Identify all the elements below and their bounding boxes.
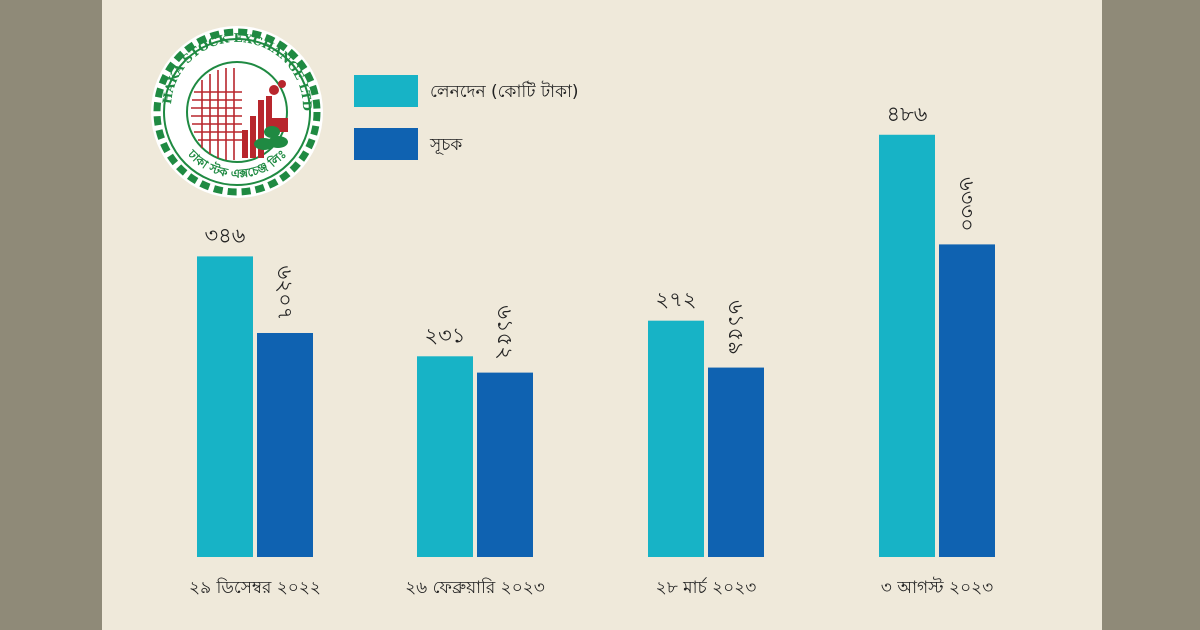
x-axis-labels: ২৯ ডিসেম্বর ২০২২ ২৬ ফেব্রুয়ারি ২০২৩ ২৮ মা…	[189, 577, 993, 598]
legend-label-turnover: লেনদেন (কোটি টাকা)	[430, 81, 579, 102]
bars	[197, 134, 995, 558]
bar-index	[257, 332, 313, 557]
bar-label-index: ৬১৫৯	[724, 300, 748, 355]
bar-index	[939, 244, 995, 557]
bar-index	[477, 372, 533, 557]
bar-label-index: ৬১৫২	[493, 305, 517, 360]
bar-turnover	[417, 356, 473, 557]
bar-turnover	[879, 134, 935, 558]
bar-label-index: ৬৩৩০	[955, 177, 979, 232]
dse-logo: DHAKA STOCK EXCHANGE LTD. ঢাকা স্টক এক্স…	[102, 0, 323, 198]
bar-turnover	[197, 256, 253, 557]
legend-label-index: সূচক	[429, 135, 463, 155]
x-axis-label: ২৮ মার্চ ২০২৩	[656, 577, 757, 598]
bar-labels: ৩৪৬ ৬২০৭ ২৩১ ৬১৫২ ২৭২ ৬১৫৯ ৪৮৬ ৬৩৩০	[205, 102, 979, 360]
bar-label-index: ৬২০৭	[273, 266, 297, 321]
bar-label-turnover: ২৩১	[425, 323, 466, 347]
bar-label-turnover: ৪৮৬	[887, 102, 928, 126]
x-axis-label: ২৬ ফেব্রুয়ারি ২০২৩	[405, 577, 545, 598]
logo-rising-bars	[242, 100, 264, 158]
legend-swatch-index	[354, 128, 418, 160]
bar-label-turnover: ২৭২	[656, 288, 697, 312]
chart-panel: DHAKA STOCK EXCHANGE LTD. ঢাকা স্টক এক্স…	[102, 0, 1102, 630]
x-axis-label: ২৯ ডিসেম্বর ২০২২	[189, 577, 321, 598]
bar-label-turnover: ৩৪৬	[205, 223, 246, 247]
chart: DHAKA STOCK EXCHANGE LTD. ঢাকা স্টক এক্স…	[102, 0, 995, 598]
chart-legend: লেনদেন (কোটি টাকা) সূচক	[354, 75, 579, 160]
legend-swatch-turnover	[354, 75, 418, 107]
logo-plant	[254, 126, 288, 150]
bar-turnover	[648, 320, 704, 557]
x-axis-label: ৩ আগস্ট ২০২৩	[881, 577, 993, 598]
bar-index	[708, 367, 764, 557]
logo-grid	[191, 68, 242, 160]
